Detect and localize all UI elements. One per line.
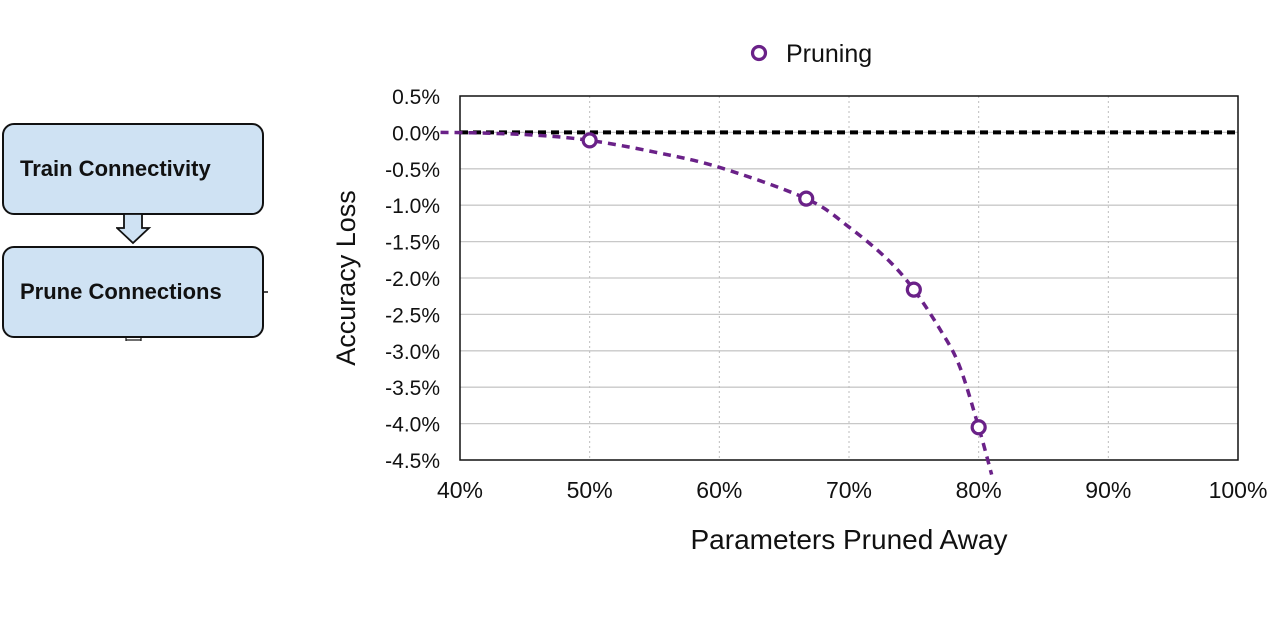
y-tick-label: -1.5% <box>385 232 440 255</box>
y-tick-label: -3.0% <box>385 341 440 364</box>
chart-grid <box>460 96 1238 460</box>
x-tick-label: 90% <box>1085 477 1131 503</box>
pruning-data-point <box>970 419 987 436</box>
y-axis-title: Accuracy Loss <box>331 190 361 366</box>
x-tick-label: 70% <box>826 477 872 503</box>
y-tick-label: -4.0% <box>385 414 440 437</box>
plot-frame <box>459 95 1239 461</box>
y-tick-label: -0.5% <box>385 159 440 182</box>
y-tick-label: -1.0% <box>385 195 440 218</box>
legend-marker-pruning <box>750 44 768 62</box>
x-tick-label: 100% <box>1209 477 1268 503</box>
pruning-data-point <box>581 132 598 149</box>
y-tick-label: 0.5% <box>392 86 440 109</box>
chart-axes <box>459 95 1239 461</box>
chart-legend: Pruning <box>750 40 872 68</box>
y-tick-label: -4.5% <box>385 450 440 473</box>
chart-series <box>440 130 1238 476</box>
y-tick-label: -3.5% <box>385 377 440 400</box>
flow-box-prune-connections: Prune Connections <box>2 246 264 338</box>
legend-label-pruning: Pruning <box>786 40 872 68</box>
y-tick-labels: 0.5% 0.0% -0.5% -1.0% -1.5% -2.0% -2.5% -3.0% -3… <box>385 86 440 473</box>
x-tick-label: 50% <box>567 477 613 503</box>
y-tick-label: 0.0% <box>392 122 440 145</box>
x-tick-label: 60% <box>696 477 742 503</box>
flow-box-train-connectivity: Train Connectivity <box>2 123 264 215</box>
y-tick-label: -2.5% <box>385 304 440 327</box>
x-axis-title: Parameters Pruned Away <box>691 524 1008 555</box>
pruning-data-point <box>905 281 922 298</box>
x-tick-labels: 40% 50% 60% 70% 80% 90% 100% <box>437 477 1267 503</box>
x-tick-label: 40% <box>437 477 483 503</box>
pruning-data-point <box>798 190 815 207</box>
x-tick-label: 80% <box>956 477 1002 503</box>
y-tick-label: -2.0% <box>385 268 440 291</box>
pruning-trend-line <box>440 130 994 476</box>
flow-down-arrow-icon <box>116 213 152 245</box>
